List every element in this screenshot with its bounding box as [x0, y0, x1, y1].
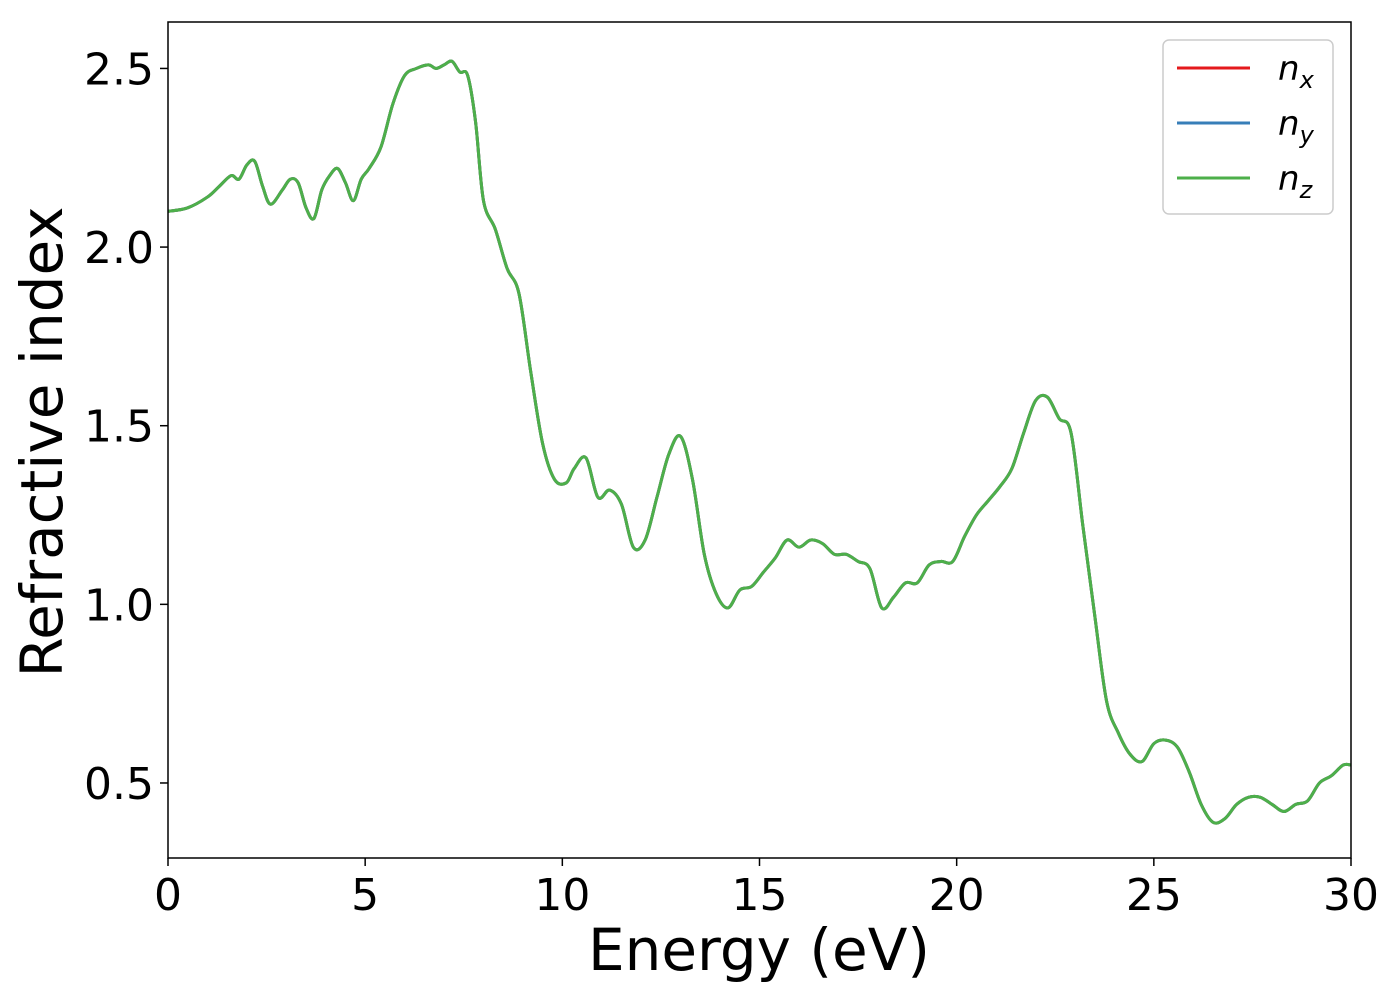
y-tick-label: 2.0	[84, 223, 154, 274]
x-axis-label: Energy (eV)	[588, 916, 930, 984]
x-tick-label: 10	[534, 870, 590, 921]
series-line-nz	[167, 59, 1352, 825]
x-tick-label: 0	[154, 870, 182, 921]
x-axis-ticks: 0 5 10 15 20 25 30	[154, 858, 1379, 921]
y-tick-label: 1.0	[84, 580, 154, 631]
legend-label-ny: ny	[1278, 104, 1315, 149]
legend-box	[1162, 39, 1334, 215]
y-tick-label: 1.5	[84, 402, 154, 453]
legend-label-nx: nx	[1278, 49, 1315, 94]
y-tick-label: 2.5	[84, 44, 154, 95]
x-tick-label: 5	[351, 870, 379, 921]
y-tick-label: 0.5	[84, 759, 154, 810]
x-tick-label: 25	[1126, 870, 1182, 921]
x-tick-label: 20	[929, 870, 985, 921]
x-tick-label: 30	[1323, 870, 1379, 921]
series-layer	[167, 59, 1352, 825]
y-axis-label: Refractive index	[8, 206, 76, 677]
y-axis-ticks: 0.5 1.0 1.5 2.0 2.5	[84, 44, 168, 810]
x-tick-label: 15	[732, 870, 788, 921]
legend-label-nz: nz	[1278, 159, 1314, 204]
legend: nx ny nz	[1162, 39, 1334, 215]
